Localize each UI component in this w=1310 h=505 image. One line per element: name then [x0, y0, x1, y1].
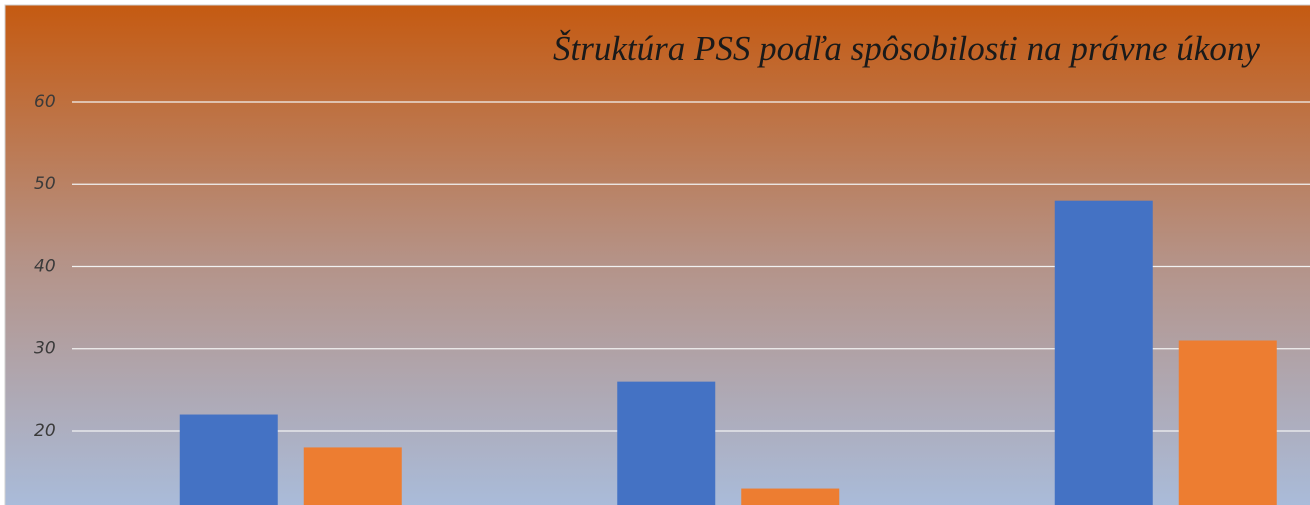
y-tick-label: 50 — [34, 174, 56, 194]
y-tick-label: 30 — [34, 339, 56, 359]
bar — [1178, 340, 1277, 505]
y-tick-label: 40 — [34, 256, 56, 276]
bar — [179, 414, 278, 505]
y-tick-label: 20 — [34, 421, 56, 441]
bar — [741, 488, 840, 505]
y-tick-label: 60 — [34, 92, 56, 112]
bar — [617, 381, 716, 505]
bar — [303, 447, 402, 505]
chart-title: Štruktúra PSS podľa spôsobilosti na práv… — [553, 28, 1260, 68]
bar — [1054, 200, 1153, 505]
